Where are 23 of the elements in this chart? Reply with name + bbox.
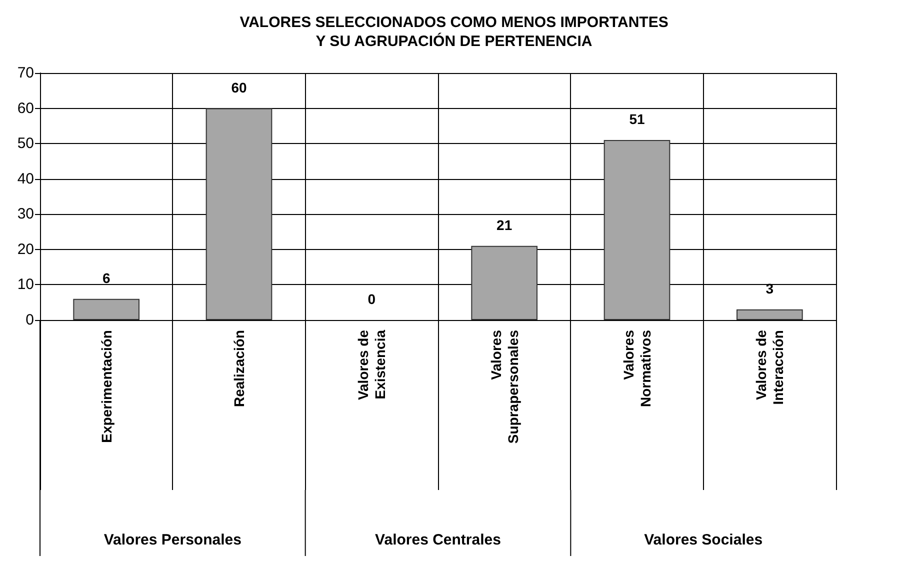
text: Valores Sociales [644,532,763,548]
text: Valores Centrales [375,532,501,548]
data-label: 21 [496,216,512,233]
y-tick-label: 70 [17,64,34,82]
x-tick-label: Valores de Existencia [355,330,388,400]
x-tick-label: Valores Normativos [620,330,654,408]
data-label: 0 [368,291,376,307]
chart-title: VALORES SELECCIONADOS COMO MENOS IMPORTANTES Y SU AGRUPACIÓN DE PERTENENCIA [240,14,668,50]
y-tick-label: 30 [17,206,34,223]
data-label: 60 [231,79,247,96]
data-label: 6 [102,270,110,286]
y-tick-label: 40 [17,170,34,188]
data-label: 51 [629,111,645,128]
x-tick-label: Valores Suprapersonales [488,330,521,444]
x-tick-label: Valores de Interacción [753,330,786,405]
x-tick-label: Realización [231,330,247,408]
x-tick-label: Experimentación [98,330,114,443]
y-tick-label: 50 [17,135,34,152]
y-tick-label: 60 [17,100,34,117]
y-tick-label: 0 [26,312,34,328]
y-tick-label: 10 [17,276,34,294]
y-tick-label: 20 [17,240,34,258]
text: Valores Personales [104,532,242,548]
